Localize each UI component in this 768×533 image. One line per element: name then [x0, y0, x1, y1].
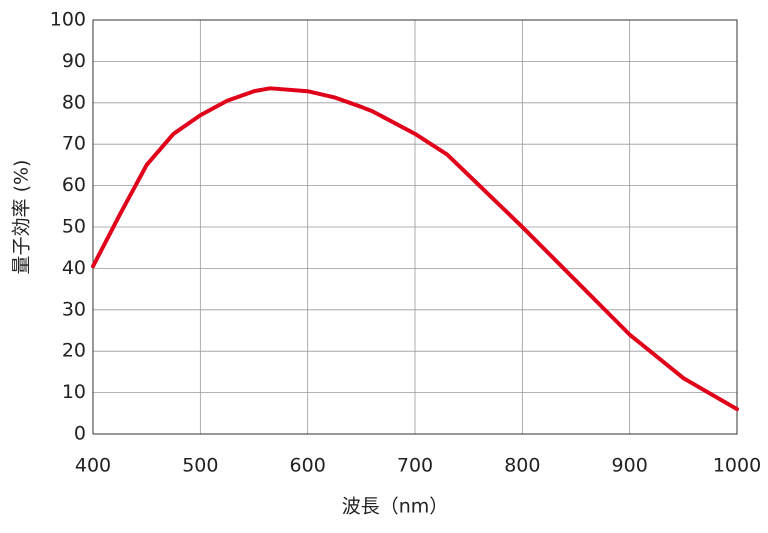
y-tick-label: 80 [62, 91, 86, 113]
y-tick-label: 0 [74, 423, 86, 445]
y-tick-label: 50 [62, 216, 86, 238]
y-tick-label: 40 [62, 257, 86, 279]
y-tick-label: 20 [62, 340, 86, 362]
x-tick-label: 1000 [713, 455, 761, 477]
x-tick-label: 500 [182, 455, 218, 477]
y-tick-label: 30 [62, 298, 86, 320]
x-tick-label: 400 [75, 455, 111, 477]
y-tick-label: 10 [62, 381, 86, 403]
x-tick-label: 700 [397, 455, 433, 477]
y-tick-label: 100 [50, 9, 86, 31]
data-line [91, 86, 739, 412]
y-tick-label: 60 [62, 174, 86, 196]
x-tick-label: 900 [612, 455, 648, 477]
plot-frame [92, 19, 738, 435]
x-axis-title: 波長（nm） [342, 496, 449, 518]
y-tick-label: 90 [62, 50, 86, 72]
y-axis-title: 量子効率 (%) [11, 160, 33, 275]
x-tick-label: 800 [504, 455, 540, 477]
y-tick-label: 70 [62, 133, 86, 155]
x-tick-label: 600 [290, 455, 326, 477]
